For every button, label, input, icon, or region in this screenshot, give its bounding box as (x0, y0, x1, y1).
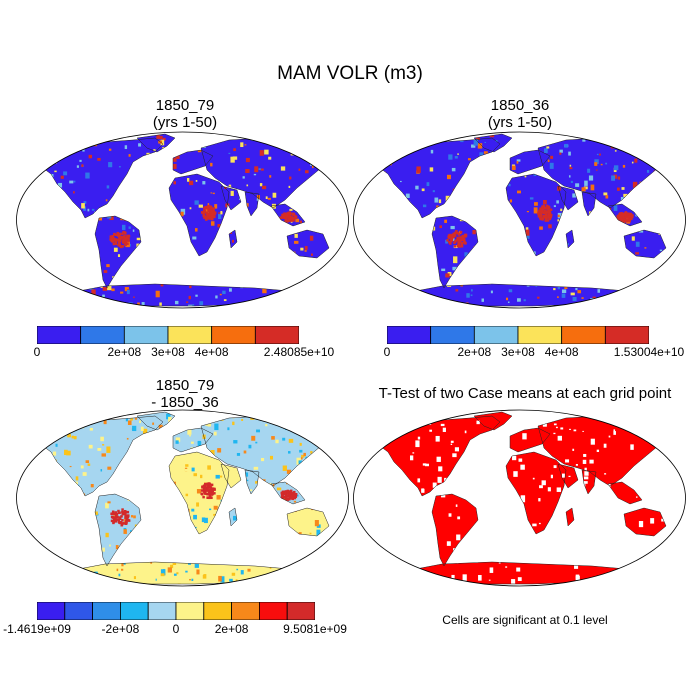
panel-1-cb-label-5: 2.48085e+10 (263, 345, 335, 359)
colorbar-swatch (254, 326, 299, 344)
land-seasia (608, 482, 642, 504)
colorbar-swatch (123, 326, 169, 344)
figure-title: MAM VOLR (m3) (277, 63, 423, 84)
significance-note: Cells are significant at 0.1 level (442, 613, 608, 627)
colorbar-swatch (517, 326, 563, 344)
panel-1-colorbar (37, 326, 299, 344)
land-madagascar (566, 508, 574, 526)
land-australia (624, 508, 666, 536)
panel-3-cb-label-1: -1.4619e+09 (3, 622, 71, 636)
panel-1-cb-label-4: 4e+08 (194, 345, 229, 359)
land-arabia (221, 464, 241, 488)
colorbar-swatch (203, 602, 233, 620)
panel-3-title-line-2: - 1850_36 (151, 394, 219, 411)
panel-2-map (353, 131, 686, 309)
panel-1-cb-label-3: 3e+08 (151, 345, 185, 359)
panel-1-cb-label-2: 2e+08 (107, 345, 142, 359)
panel-2-title-line-2: (yrs 1-50) (487, 114, 553, 131)
panel-3-cb-label-4: 2e+08 (214, 622, 249, 636)
panel-3-colorbar (37, 602, 315, 620)
land-antarctica (63, 284, 305, 306)
colorbar-swatch (37, 326, 82, 344)
panel-2-colorbar-labels: 0 2e+08 3e+08 4e+08 1.53004e+10 (383, 345, 685, 361)
land-antarctica (63, 562, 305, 584)
colorbar-swatch (147, 602, 177, 620)
land-samerica (432, 216, 478, 288)
land-namerica (372, 416, 500, 496)
colorbar-swatch (430, 326, 475, 344)
colorbar-swatch (231, 602, 260, 620)
panel-2-cb-label-5: 1.53004e+10 (613, 345, 685, 359)
panel-2-cb-label-4: 4e+08 (544, 345, 579, 359)
land-arabia (221, 186, 241, 210)
panel-4-title: T-Test of two Case means at each grid po… (350, 385, 700, 402)
panel-3-title: 1850_79 - 1850_36 (20, 377, 350, 411)
panel-2-title-line-1: 1850_36 (490, 97, 550, 114)
colorbar-swatch (167, 326, 213, 344)
land-namerica (372, 138, 500, 218)
panel-1-cb-label-1: 0 (33, 345, 41, 359)
panel-2-cb-label-2: 2e+08 (457, 345, 492, 359)
colorbar-swatch (387, 326, 432, 344)
land-samerica (95, 494, 141, 566)
land-namerica (35, 138, 163, 218)
land-africa (506, 174, 566, 256)
colorbar-swatch (258, 602, 288, 620)
panel-3-title-line-1: 1850_79 (155, 377, 215, 394)
land-namerica (35, 416, 163, 496)
colorbar-swatch (92, 602, 121, 620)
colorbar-swatch (175, 602, 205, 620)
land-africa (169, 174, 229, 256)
land-antarctica (400, 562, 642, 584)
panel-2-title: 1850_36 (yrs 1-50) (355, 97, 685, 131)
panel-1-title: 1850_79 (yrs 1-50) (20, 97, 350, 131)
panel-1-title-line-2: (yrs 1-50) (152, 114, 218, 131)
globe-outline (16, 409, 349, 587)
panel-3-cb-label-5: 9.5081e+09 (283, 622, 347, 636)
globe-outline (353, 409, 686, 587)
panel-1-title-line-1: 1850_79 (155, 97, 215, 114)
panel-1-map (16, 131, 349, 309)
panel-4-map (353, 409, 686, 587)
colorbar-swatch (64, 602, 93, 620)
land-madagascar (229, 230, 237, 248)
colorbar-swatch (604, 326, 649, 344)
colorbar-swatch (120, 602, 149, 620)
land-arabia (558, 464, 578, 488)
colorbar-swatch (80, 326, 125, 344)
colorbar-swatch (561, 326, 606, 344)
colorbar-swatch (286, 602, 315, 620)
land-samerica (432, 494, 478, 566)
colorbar-swatch (37, 602, 66, 620)
land-madagascar (566, 230, 574, 248)
land-australia (287, 508, 329, 536)
land-samerica (95, 216, 141, 288)
land-africa (506, 452, 566, 534)
colorbar-swatch (211, 326, 256, 344)
panel-4-title-line-1: T-Test of two Case means at each grid po… (378, 385, 672, 402)
globe-outline (16, 131, 349, 309)
land-arabia (558, 186, 578, 210)
panel-2-cb-label-3: 3e+08 (501, 345, 535, 359)
panel-3-cb-label-2: -2e+08 (101, 622, 140, 636)
colorbar-swatch (473, 326, 519, 344)
land-antarctica (400, 284, 642, 306)
panel-3-map (16, 409, 349, 587)
panel-2-colorbar (387, 326, 649, 344)
panel-3-cb-label-3: 0 (172, 622, 180, 636)
panel-2-cb-label-1: 0 (383, 345, 391, 359)
panel-1-colorbar-labels: 0 2e+08 3e+08 4e+08 2.48085e+10 (33, 345, 335, 361)
panel-3-colorbar-labels: -1.4619e+09 -2e+08 0 2e+08 9.5081e+09 (3, 622, 347, 638)
globe-outline (353, 131, 686, 309)
